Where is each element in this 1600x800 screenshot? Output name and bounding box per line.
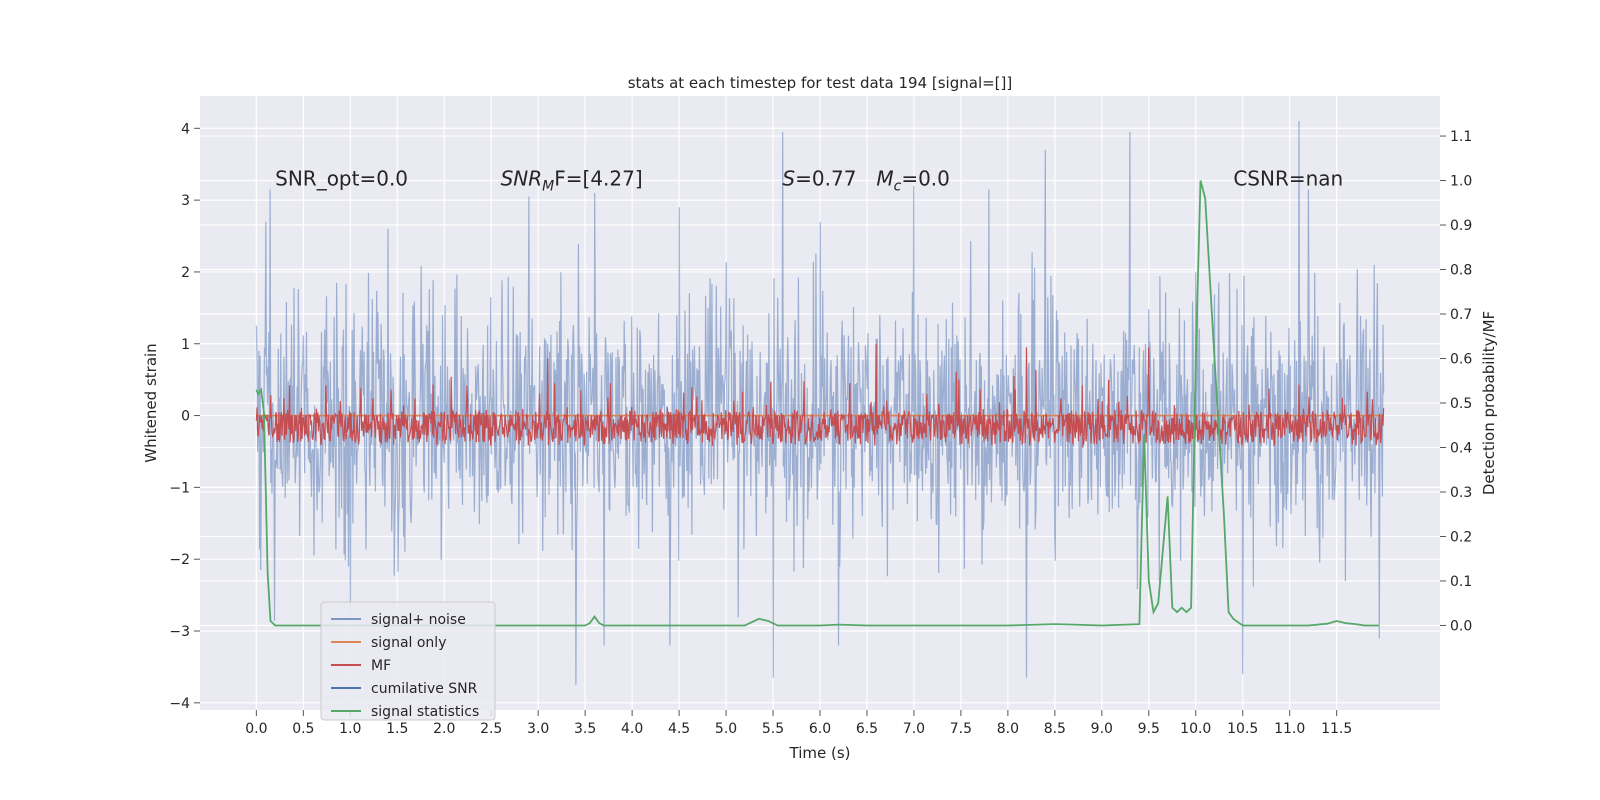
x-tick-label: 0.0 bbox=[245, 721, 267, 737]
y-tick-label: 3 bbox=[181, 193, 190, 209]
y-right-tick-label: 0.7 bbox=[1450, 307, 1472, 323]
x-tick-label: 11.5 bbox=[1321, 721, 1352, 737]
legend-box bbox=[320, 601, 496, 721]
legend-label: cumilative SNR bbox=[371, 681, 478, 697]
y-tick-label: −3 bbox=[169, 624, 190, 640]
y-tick-label: 1 bbox=[181, 337, 190, 353]
y-right-tick-label: 0.9 bbox=[1450, 218, 1472, 234]
x-tick-label: 4.5 bbox=[668, 721, 690, 737]
annotation: Mc=0.0 bbox=[876, 167, 950, 195]
annotation: S=0.77 bbox=[782, 167, 856, 191]
x-tick-label: 11.0 bbox=[1274, 721, 1305, 737]
y-tick-label: −2 bbox=[169, 552, 190, 568]
legend-label: MF bbox=[371, 658, 391, 674]
series-mf bbox=[255, 343, 1385, 448]
y-right-tick-label: 0.0 bbox=[1450, 618, 1472, 634]
x-axis-label: Time (s) bbox=[789, 744, 851, 762]
annotation: CSNR=nan bbox=[1233, 167, 1343, 191]
x-tick-label: 6.0 bbox=[809, 721, 831, 737]
x-tick-label: 5.5 bbox=[762, 721, 784, 737]
x-tick-label: 2.5 bbox=[480, 721, 502, 737]
x-tick-label: 1.5 bbox=[386, 721, 408, 737]
x-tick-label: 3.0 bbox=[527, 721, 549, 737]
x-tick-label: 7.5 bbox=[950, 721, 972, 737]
y-tick-label: 2 bbox=[181, 265, 190, 281]
y-tick-label: 0 bbox=[181, 409, 190, 425]
legend-label: signal statistics bbox=[371, 704, 479, 720]
x-tick-label: 8.5 bbox=[1044, 721, 1066, 737]
x-tick-label: 1.0 bbox=[339, 721, 361, 737]
chart-title: stats at each timestep for test data 194… bbox=[628, 74, 1013, 92]
x-tick-label: 2.0 bbox=[433, 721, 455, 737]
x-tick-label: 6.5 bbox=[856, 721, 878, 737]
y-right-tick-label: 0.1 bbox=[1450, 574, 1472, 590]
x-tick-label: 10.5 bbox=[1227, 721, 1258, 737]
x-tick-label: 9.5 bbox=[1138, 721, 1160, 737]
y-right-tick-label: 0.6 bbox=[1450, 352, 1472, 368]
y-tick-label: 4 bbox=[181, 121, 190, 137]
y-right-tick-label: 0.4 bbox=[1450, 440, 1472, 456]
y-right-tick-label: 0.5 bbox=[1450, 396, 1472, 412]
annotation: SNRMF=[4.27] bbox=[501, 167, 643, 195]
y-tick-label: −4 bbox=[169, 696, 190, 712]
axis-ticks: 0.0 0.5 1.0 1.5 2.0 2.5 3.0 3.5 4.0 4.5 5.0 5.5 6.0 6… bbox=[169, 121, 1472, 737]
legend-label: signal+ noise bbox=[371, 612, 466, 628]
x-tick-label: 0.5 bbox=[292, 721, 314, 737]
y-right-tick-label: 0.2 bbox=[1450, 529, 1472, 545]
legend: signal+ noise signal only MF cumilative SNR… bbox=[320, 601, 496, 721]
y-right-tick-label: 1.0 bbox=[1450, 174, 1472, 190]
x-tick-label: 5.0 bbox=[715, 721, 737, 737]
annotation: SNR_opt=0.0 bbox=[275, 167, 408, 191]
y-right-tick-label: 0.8 bbox=[1450, 263, 1472, 279]
y-right-axis-label: Detection probability/MF bbox=[1480, 311, 1498, 495]
y-right-tick-label: 0.3 bbox=[1450, 485, 1472, 501]
annotations: SNR_opt=0.0 SNRMF=[4.27] S=0.77 Mc=0.0 CSNR=… bbox=[275, 167, 1343, 195]
y-axis-label: Whitened strain bbox=[142, 343, 160, 462]
y-tick-label: −1 bbox=[169, 480, 190, 496]
y-right-tick-label: 1.1 bbox=[1450, 129, 1472, 145]
x-tick-label: 9.0 bbox=[1091, 721, 1113, 737]
series-signal-noise bbox=[255, 121, 1385, 685]
legend-label: signal only bbox=[371, 635, 446, 651]
x-tick-label: 7.0 bbox=[903, 721, 925, 737]
x-tick-label: 4.0 bbox=[621, 721, 643, 737]
x-tick-label: 8.0 bbox=[997, 721, 1019, 737]
x-tick-label: 10.0 bbox=[1180, 721, 1211, 737]
x-tick-label: 3.5 bbox=[574, 721, 596, 737]
